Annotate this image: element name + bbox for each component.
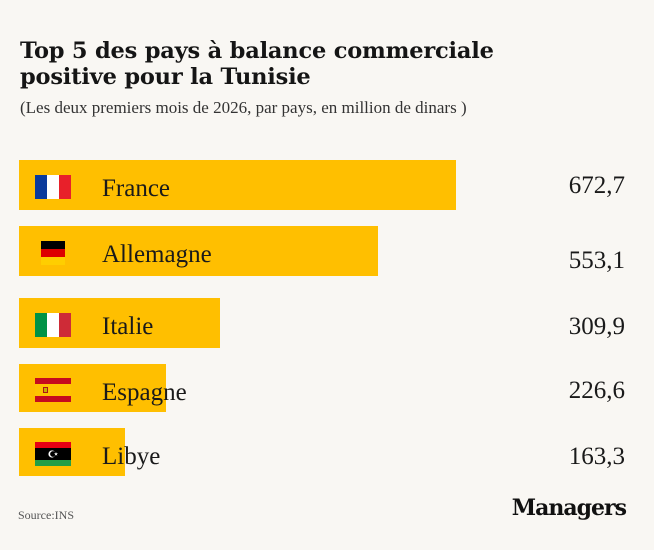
value-label-allemagne: 553,1 [568, 247, 625, 274]
france-flag-icon [35, 175, 71, 199]
bar-allemagne [19, 226, 378, 276]
category-label-espagne: Espagne [102, 379, 187, 406]
chart-subtitle: (Les deux premiers mois de 2026, par pay… [20, 98, 467, 117]
libya-flag-icon [35, 442, 71, 466]
value-label-libye: 163,3 [568, 443, 625, 470]
value-label-espagne: 226,6 [568, 377, 625, 404]
germany-flag-icon [35, 241, 71, 265]
italy-flag-icon [35, 313, 71, 337]
chart-title-line-2: positive pour la Tunisie [20, 64, 311, 90]
category-label-libye: Libye [102, 443, 161, 470]
spain-flag-icon [35, 378, 71, 402]
category-label-allemagne: Allemagne [102, 241, 212, 268]
chart-title-line-1: Top 5 des pays à balance commerciale [20, 38, 494, 64]
source-note: Source:INS [18, 508, 74, 522]
value-label-italie: 309,9 [568, 313, 625, 340]
brand-logo: Managers [511, 495, 627, 521]
category-label-italie: Italie [102, 313, 154, 340]
bar-france [19, 160, 456, 210]
chart-title: Top 5 des pays à balance commerciale pos… [20, 38, 620, 90]
value-label-france: 672,7 [568, 172, 625, 199]
category-label-france: France [102, 175, 171, 202]
